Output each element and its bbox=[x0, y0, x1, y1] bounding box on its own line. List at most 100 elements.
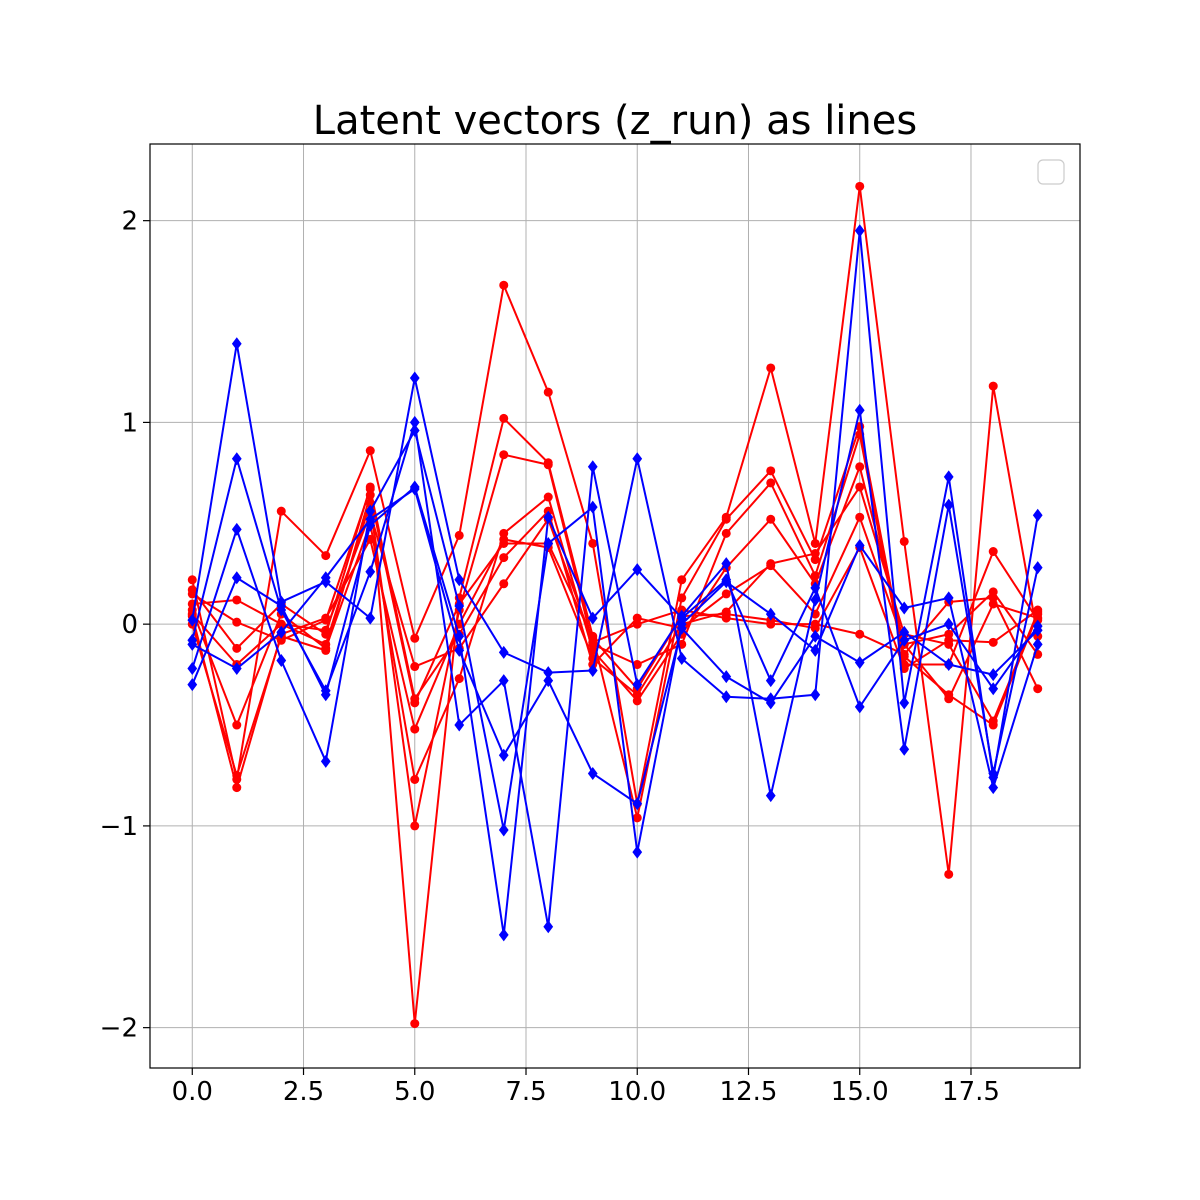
data-point-circle bbox=[721, 609, 731, 619]
data-point-diamond bbox=[187, 637, 198, 651]
data-point-circle bbox=[543, 387, 553, 397]
y-tick-label: 1 bbox=[121, 408, 138, 438]
data-point-circle bbox=[410, 724, 420, 734]
y-tick-label: −2 bbox=[100, 1014, 138, 1044]
series-line bbox=[191, 487, 1039, 805]
x-tick-label: 17.5 bbox=[942, 1077, 1000, 1107]
series-line bbox=[191, 185, 1039, 876]
x-tick-label: 10.0 bbox=[608, 1077, 666, 1107]
data-point-diamond bbox=[943, 470, 954, 484]
data-point-diamond bbox=[365, 504, 376, 518]
data-point-circle bbox=[232, 770, 242, 780]
data-point-diamond bbox=[454, 599, 465, 613]
data-point-circle bbox=[276, 506, 286, 516]
data-point-diamond bbox=[988, 668, 999, 682]
legend-box bbox=[1037, 159, 1065, 185]
x-tick-label: 7.5 bbox=[505, 1077, 546, 1107]
data-point-diamond bbox=[276, 653, 287, 667]
data-point-diamond bbox=[943, 498, 954, 512]
data-point-diamond bbox=[187, 662, 198, 676]
data-point-circle bbox=[410, 1019, 420, 1029]
data-point-diamond bbox=[543, 920, 554, 934]
x-tick-label: 12.5 bbox=[720, 1077, 778, 1107]
data-point-circle bbox=[988, 381, 998, 391]
data-point-diamond bbox=[943, 591, 954, 605]
data-point-diamond bbox=[899, 601, 910, 615]
data-point-circle bbox=[410, 633, 420, 643]
data-point-diamond bbox=[365, 512, 376, 526]
axis-ticks: 0.0 2.5 5.0 7.5 10.0 12.5 15.0 17.5 −2 −1 0 1 2 bbox=[100, 207, 1000, 1107]
data-point-circle bbox=[365, 490, 375, 500]
data-point-circle bbox=[1033, 684, 1043, 694]
data-point-circle bbox=[543, 492, 553, 502]
data-point-diamond bbox=[231, 452, 242, 466]
data-point-circle bbox=[855, 462, 865, 472]
data-point-diamond bbox=[676, 611, 687, 625]
data-point-diamond bbox=[1032, 508, 1043, 522]
data-point-diamond bbox=[632, 452, 643, 466]
data-point-diamond bbox=[454, 643, 465, 657]
data-point-diamond bbox=[810, 688, 821, 702]
data-point-diamond bbox=[587, 766, 598, 780]
data-point-circle bbox=[810, 549, 820, 559]
x-tick-label: 5.0 bbox=[394, 1077, 435, 1107]
data-point-diamond bbox=[765, 674, 776, 688]
x-tick-label: 15.0 bbox=[831, 1077, 889, 1107]
data-point-diamond bbox=[810, 581, 821, 595]
series-12 bbox=[187, 480, 1043, 942]
series-13 bbox=[187, 482, 1043, 811]
data-point-circle bbox=[410, 775, 420, 785]
series-9 bbox=[187, 224, 1043, 784]
data-point-circle bbox=[632, 619, 642, 629]
data-point-circle bbox=[499, 450, 509, 460]
data-point-circle bbox=[1033, 605, 1043, 615]
data-point-diamond bbox=[943, 658, 954, 672]
data-point-circle bbox=[899, 536, 909, 546]
data-point-circle bbox=[499, 538, 509, 548]
series-line bbox=[191, 485, 1039, 936]
data-point-diamond bbox=[632, 797, 643, 811]
data-point-circle bbox=[677, 593, 687, 603]
data-point-diamond bbox=[899, 625, 910, 639]
data-point-circle bbox=[321, 645, 331, 655]
data-point-circle bbox=[988, 547, 998, 557]
y-tick-label: 2 bbox=[121, 207, 138, 237]
data-point-diamond bbox=[543, 510, 554, 524]
data-point-diamond bbox=[498, 674, 509, 688]
data-point-diamond bbox=[498, 928, 509, 942]
data-point-diamond bbox=[632, 678, 643, 692]
data-point-diamond bbox=[721, 670, 732, 684]
data-point-diamond bbox=[854, 700, 865, 714]
data-point-diamond bbox=[231, 571, 242, 585]
data-point-circle bbox=[365, 446, 375, 456]
data-point-diamond bbox=[854, 655, 865, 669]
data-point-diamond bbox=[632, 845, 643, 859]
data-point-diamond bbox=[854, 538, 865, 552]
data-point-circle bbox=[766, 466, 776, 476]
data-point-diamond bbox=[988, 682, 999, 696]
data-point-diamond bbox=[943, 617, 954, 631]
data-point-circle bbox=[855, 512, 865, 522]
data-point-circle bbox=[276, 619, 286, 629]
data-point-circle bbox=[855, 482, 865, 492]
series-3 bbox=[187, 430, 1043, 831]
data-point-diamond bbox=[543, 674, 554, 688]
data-point-diamond bbox=[498, 823, 509, 837]
series-1 bbox=[187, 181, 1043, 879]
series-line bbox=[191, 229, 1039, 779]
data-point-circle bbox=[232, 617, 242, 627]
data-point-diamond bbox=[587, 500, 598, 514]
data-point-diamond bbox=[231, 662, 242, 676]
data-point-diamond bbox=[676, 621, 687, 635]
data-point-diamond bbox=[988, 781, 999, 795]
data-point-diamond bbox=[320, 571, 331, 585]
data-point-diamond bbox=[810, 629, 821, 643]
data-point-circle bbox=[988, 637, 998, 647]
data-point-circle bbox=[988, 593, 998, 603]
series-line bbox=[191, 417, 1039, 1025]
data-point-diamond bbox=[587, 664, 598, 678]
data-point-circle bbox=[232, 720, 242, 730]
data-point-diamond bbox=[899, 696, 910, 710]
data-point-circle bbox=[944, 869, 954, 879]
data-point-circle bbox=[321, 551, 331, 561]
